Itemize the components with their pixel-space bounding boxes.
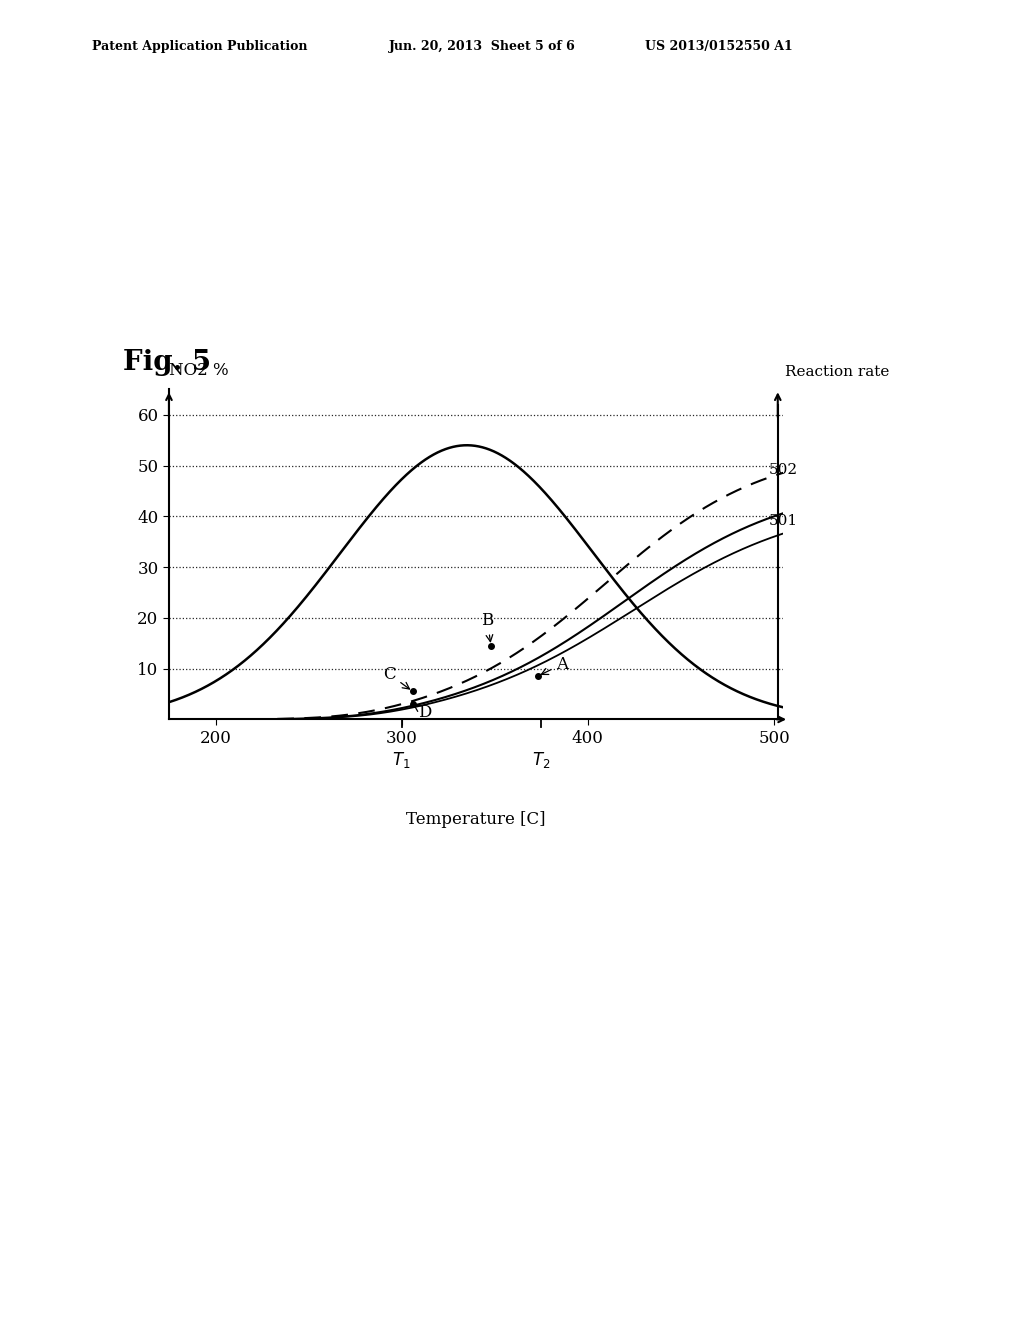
Text: D: D [414, 704, 432, 721]
Text: 501: 501 [768, 513, 798, 528]
Text: NO2 %: NO2 % [169, 362, 228, 379]
Text: Patent Application Publication: Patent Application Publication [92, 40, 307, 53]
Text: $T_2$: $T_2$ [532, 750, 551, 770]
Text: B: B [481, 612, 494, 642]
Text: Reaction rate: Reaction rate [785, 366, 890, 379]
Text: 502: 502 [768, 463, 798, 477]
Text: Jun. 20, 2013  Sheet 5 of 6: Jun. 20, 2013 Sheet 5 of 6 [389, 40, 575, 53]
Text: $T_1$: $T_1$ [392, 750, 411, 770]
Text: Temperature [C]: Temperature [C] [407, 810, 546, 828]
Text: C: C [383, 665, 410, 689]
Text: US 2013/0152550 A1: US 2013/0152550 A1 [645, 40, 793, 53]
Text: A: A [542, 656, 568, 675]
Text: Fig. 5: Fig. 5 [123, 348, 211, 376]
